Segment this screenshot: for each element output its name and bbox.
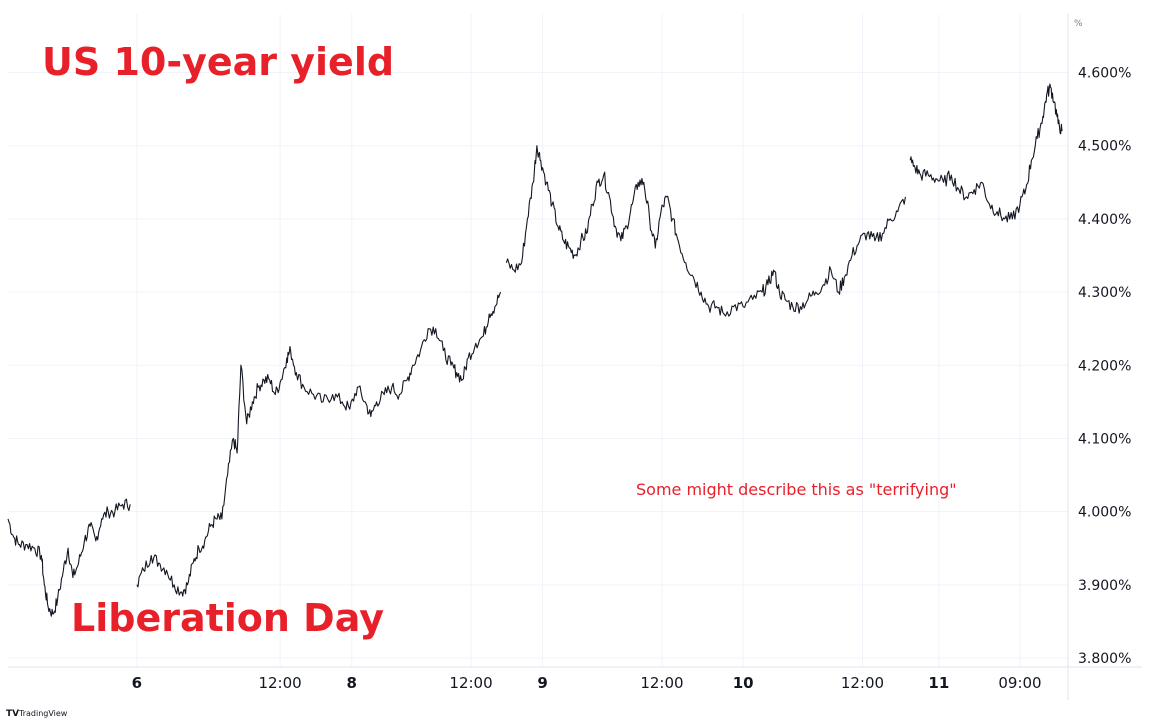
y-tick-label: 4.400% (1078, 212, 1131, 228)
y-tick-labels: 3.800% 3.900% 4.000% 4.100% 4.200% 4.300% 4.40… (1078, 66, 1131, 668)
y-tick-label: 4.300% (1078, 285, 1131, 301)
price-scale[interactable] (1068, 14, 1142, 667)
plot-area (8, 14, 1068, 667)
x-tick-label: 9 (537, 674, 547, 692)
gridlines (8, 14, 1068, 667)
x-tick-label: 6 (132, 674, 142, 692)
y-tick-label: 4.200% (1078, 358, 1131, 374)
annotation-liberation-day: Liberation Day (71, 596, 384, 640)
footer-brand: TradingView (18, 709, 68, 718)
y-tick-label: 4.500% (1078, 139, 1131, 155)
x-tick-label: 12:00 (449, 674, 492, 692)
svg-text:TV: TV (6, 709, 19, 719)
unit-label: % (1074, 19, 1083, 29)
y-tick-label: 4.100% (1078, 431, 1131, 447)
y-tick-label: 4.600% (1078, 66, 1131, 82)
y-tick-label: 3.900% (1078, 578, 1131, 594)
x-tick-label: 12:00 (640, 674, 683, 692)
chart-title: US 10-year yield (42, 40, 394, 84)
series-line-segment (7, 498, 131, 617)
x-tick-label: 12:00 (841, 674, 884, 692)
x-tick-label: 12:00 (258, 674, 301, 692)
series-line-segment (136, 291, 502, 597)
price-series (7, 83, 1063, 617)
x-tick-label: 8 (346, 674, 356, 692)
y-tick-label: 4.000% (1078, 505, 1131, 521)
y-tick-label: 3.800% (1078, 651, 1131, 667)
annotation-terrifying: Some might describe this as "terrifying" (636, 480, 957, 499)
series-line-segment (505, 145, 906, 317)
x-tick-label: 09:00 (998, 674, 1041, 692)
series-line-segment (909, 83, 1063, 223)
x-tick-labels: 6 12:00 8 12:00 9 12:00 10 12:00 11 09:00 (132, 674, 1042, 692)
tradingview-logo: TV (6, 709, 19, 719)
x-tick-label: 10 (733, 674, 754, 692)
x-tick-label: 11 (928, 674, 949, 692)
